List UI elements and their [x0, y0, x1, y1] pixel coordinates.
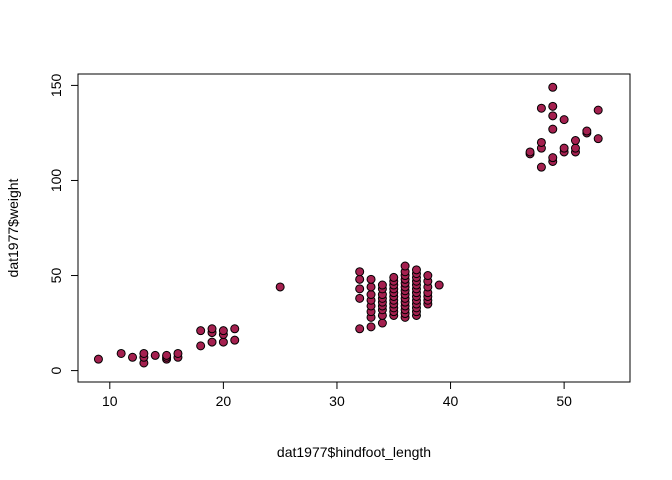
data-point: [366, 282, 376, 292]
x-tick-label: 20: [216, 393, 232, 409]
data-point: [355, 293, 365, 303]
x-tick-label: 40: [443, 393, 459, 409]
data-point: [355, 267, 365, 277]
data-point: [173, 348, 183, 358]
data-point: [162, 350, 172, 360]
data-point: [593, 134, 603, 144]
y-tick-label: 50: [48, 268, 64, 284]
data-points: [93, 82, 603, 368]
data-point: [377, 280, 387, 290]
data-point: [525, 147, 535, 157]
data-point: [230, 324, 240, 334]
data-point: [559, 143, 569, 153]
data-point: [218, 326, 228, 336]
x-tick-label: 10: [102, 393, 118, 409]
data-point: [275, 282, 285, 292]
x-axis-label: dat1977$hindfoot_length: [277, 444, 431, 460]
y-axis-label: dat1977$weight: [5, 178, 21, 277]
data-point: [548, 82, 558, 92]
data-point: [377, 318, 387, 328]
data-point: [207, 324, 217, 334]
data-point: [400, 261, 410, 271]
x-axis: 10 20 30 40 50: [102, 381, 572, 409]
data-point: [207, 337, 217, 347]
data-point: [230, 335, 240, 345]
data-point: [536, 103, 546, 113]
x-tick-label: 30: [329, 393, 345, 409]
data-point: [536, 162, 546, 172]
data-point: [593, 105, 603, 115]
data-point: [150, 350, 160, 360]
plot-frame: [77, 73, 631, 383]
data-point: [434, 280, 444, 290]
data-point: [196, 326, 206, 336]
data-point: [536, 137, 546, 147]
data-point: [366, 322, 376, 332]
data-point: [355, 284, 365, 294]
data-point: [548, 124, 558, 134]
data-point: [139, 348, 149, 358]
data-point: [423, 271, 433, 281]
data-point: [366, 290, 376, 300]
data-point: [366, 274, 376, 284]
y-tick-label: 150: [48, 74, 64, 98]
x-tick-label: 50: [556, 393, 572, 409]
y-tick-label: 0: [48, 366, 64, 374]
data-point: [548, 111, 558, 121]
data-point: [355, 324, 365, 334]
data-point: [93, 354, 103, 364]
data-point: [128, 352, 138, 362]
y-axis: 0 50 100 150: [48, 74, 79, 374]
data-point: [548, 101, 558, 111]
data-point: [389, 272, 399, 282]
data-point: [548, 153, 558, 163]
data-point: [355, 274, 365, 284]
data-point: [582, 126, 592, 136]
y-tick-label: 100: [48, 169, 64, 193]
data-point: [116, 348, 126, 358]
data-point: [218, 337, 228, 347]
data-point: [570, 143, 580, 153]
data-point: [559, 115, 569, 125]
data-point: [196, 341, 206, 351]
data-point: [411, 265, 421, 275]
data-point: [570, 136, 580, 146]
